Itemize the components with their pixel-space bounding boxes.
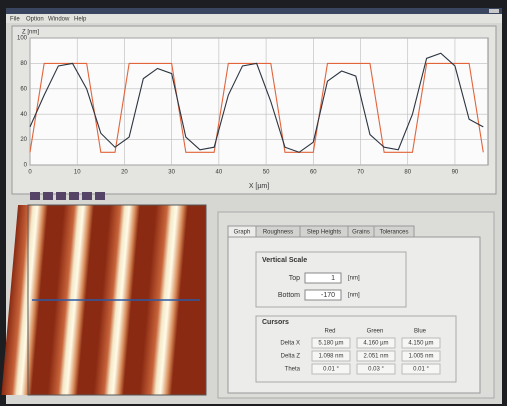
row-label: Delta X <box>280 341 300 347</box>
top-input[interactable] <box>305 273 341 283</box>
x-tick-label: 90 <box>452 170 459 176</box>
menu-item[interactable]: Help <box>74 17 87 23</box>
cursor-value: 4.150 µm <box>408 341 433 347</box>
x-tick-label: 70 <box>357 170 364 176</box>
x-tick-label: 60 <box>310 170 317 176</box>
page: File Option Window Help Z [nm] X [µm] 02… <box>0 0 507 406</box>
tab-label[interactable]: Graph <box>234 230 251 236</box>
close-button[interactable] <box>489 9 499 13</box>
field-unit: [nm] <box>348 276 360 282</box>
screen: File Option Window Help Z [nm] X [µm] 02… <box>0 0 507 406</box>
afm-image <box>1 205 206 395</box>
tool-icon[interactable] <box>30 192 40 200</box>
row-label: Theta <box>285 367 301 373</box>
tool-icon[interactable] <box>43 192 53 200</box>
title-bar <box>6 8 502 14</box>
field-unit: [nm] <box>348 293 360 299</box>
row-label: Delta Z <box>281 354 301 360</box>
cursor-value: 0.01 ° <box>413 367 429 373</box>
field-value[interactable]: 1 <box>331 275 335 282</box>
tool-icon[interactable] <box>56 192 66 200</box>
column-header: Red <box>324 329 335 335</box>
y-tick-label: 60 <box>20 86 27 92</box>
tab-label[interactable]: Grains <box>352 230 370 236</box>
x-tick-label: 10 <box>74 170 81 176</box>
x-tick-label: 80 <box>404 170 411 176</box>
tool-icon[interactable] <box>95 192 105 200</box>
cursor-value: 1.005 nm <box>408 354 433 360</box>
y-tick-label: 100 <box>17 36 28 42</box>
cursor-value: 0.03 ° <box>368 367 384 373</box>
tool-icon[interactable] <box>82 192 92 200</box>
x-tick-label: 30 <box>168 170 175 176</box>
cursor-value: 1.098 nm <box>318 354 343 360</box>
column-header: Blue <box>414 329 427 335</box>
analysis-panel: Graph Roughness Step Heights Grains Tole… <box>218 212 494 398</box>
cursor-value: 4.160 µm <box>363 341 388 347</box>
x-tick-label: 40 <box>216 170 223 176</box>
y-tick-label: 80 <box>20 61 27 67</box>
cursor-value: 2.051 nm <box>363 354 388 360</box>
group-title: Cursors <box>262 319 289 326</box>
menu-item[interactable]: File <box>10 17 20 23</box>
group-title: Vertical Scale <box>262 257 307 264</box>
menu-item[interactable]: Window <box>48 17 70 23</box>
plot-area <box>30 38 488 165</box>
column-header: Green <box>367 329 384 335</box>
x-tick-label: 20 <box>121 170 128 176</box>
tab-label[interactable]: Roughness <box>263 230 293 236</box>
cursor-value: 0.01 ° <box>323 367 339 373</box>
x-tick-label: 50 <box>263 170 270 176</box>
field-label: Top <box>289 275 300 282</box>
field-value[interactable]: -170 <box>321 292 335 299</box>
tab-label[interactable]: Step Heights <box>307 230 341 236</box>
y-tick-label: 20 <box>20 137 27 143</box>
tool-icon[interactable] <box>69 192 79 200</box>
field-label: Bottom <box>278 292 300 299</box>
cursor-value: 5.180 µm <box>318 341 343 347</box>
x-axis-label: X [µm] <box>249 183 269 190</box>
y-tick-label: 40 <box>20 112 27 118</box>
tab-label[interactable]: Tolerances <box>379 230 408 236</box>
menu-item[interactable]: Option <box>26 17 44 23</box>
